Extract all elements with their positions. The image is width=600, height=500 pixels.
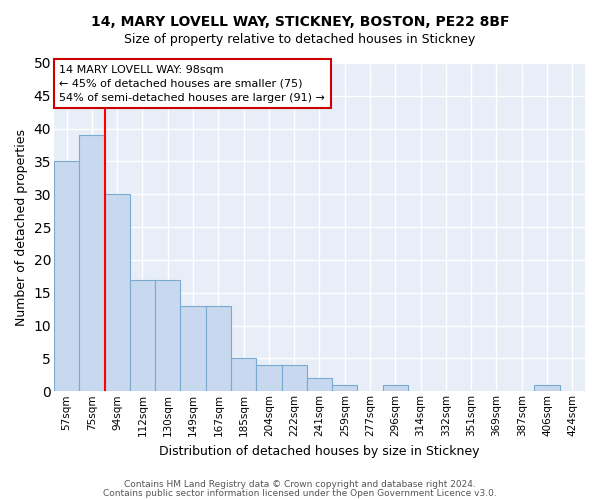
Text: Contains public sector information licensed under the Open Government Licence v3: Contains public sector information licen… [103, 488, 497, 498]
Y-axis label: Number of detached properties: Number of detached properties [15, 128, 28, 326]
Bar [79, 135, 104, 392]
Bar [281, 365, 307, 392]
Bar [535, 384, 560, 392]
Bar [206, 306, 231, 392]
Bar [104, 194, 130, 392]
Bar [54, 162, 79, 392]
Bar [181, 306, 206, 392]
Text: 14 MARY LOVELL WAY: 98sqm
← 45% of detached houses are smaller (75)
54% of semi-: 14 MARY LOVELL WAY: 98sqm ← 45% of detac… [59, 64, 325, 102]
Bar [155, 280, 181, 392]
X-axis label: Distribution of detached houses by size in Stickney: Distribution of detached houses by size … [159, 444, 480, 458]
Text: Contains HM Land Registry data © Crown copyright and database right 2024.: Contains HM Land Registry data © Crown c… [124, 480, 476, 489]
Bar [256, 365, 281, 392]
Bar [383, 384, 408, 392]
Bar [307, 378, 332, 392]
Bar [231, 358, 256, 392]
Text: Size of property relative to detached houses in Stickney: Size of property relative to detached ho… [124, 32, 476, 46]
Text: 14, MARY LOVELL WAY, STICKNEY, BOSTON, PE22 8BF: 14, MARY LOVELL WAY, STICKNEY, BOSTON, P… [91, 15, 509, 29]
Bar [130, 280, 155, 392]
Bar [332, 384, 358, 392]
